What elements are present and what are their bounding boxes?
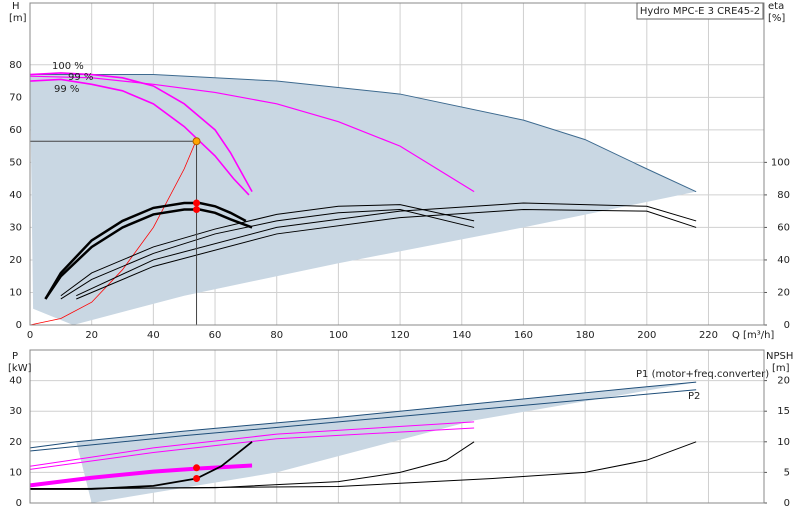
y-tick-label: 10: [9, 467, 22, 478]
y2-tick-label: 0: [784, 320, 790, 331]
chart-title: Hydro MPC-E 3 CRE45-2: [640, 6, 760, 17]
y2-tick-label: 20: [777, 376, 790, 387]
x-tick-label: 120: [391, 330, 410, 341]
x-tick-label: 140: [452, 330, 471, 341]
curve: [60, 209, 475, 300]
y2-tick-label: 5: [784, 467, 790, 478]
y2-tick-label: 100: [771, 157, 790, 168]
curve: [29, 75, 475, 193]
y-tick-label: 40: [9, 376, 22, 387]
curve: [44, 201, 247, 300]
curve: [29, 441, 697, 490]
y-tick-label: 20: [9, 255, 22, 266]
plot-frame: [29, 349, 765, 504]
y2-tick-label: 40: [777, 255, 790, 266]
curve: [29, 463, 253, 486]
curve: [76, 209, 697, 300]
curve: [29, 139, 197, 326]
x-tick-label: 220: [699, 330, 718, 341]
y-tick-label: 70: [9, 92, 22, 103]
y-axis-unit: [m]: [9, 13, 27, 24]
y2-axis-label: eta: [768, 1, 784, 12]
plot-frame: [29, 2, 765, 326]
y-tick-label: 10: [9, 287, 22, 298]
x-tick-label: 60: [209, 330, 222, 341]
x-tick-label: 0: [27, 330, 33, 341]
operating-point: [193, 464, 201, 472]
curve: [29, 381, 697, 449]
y-tick-label: 60: [9, 125, 22, 136]
curve: [29, 78, 250, 196]
curve-label: P2: [688, 391, 700, 402]
y-tick-label: 40: [9, 190, 22, 201]
duty-point: [192, 137, 201, 146]
y2-tick-label: 10: [777, 437, 790, 448]
y-axis-unit: [kW]: [8, 363, 32, 374]
operating-point: [193, 199, 201, 207]
y-tick-label: 20: [9, 437, 22, 448]
y2-tick-label: 80: [777, 190, 790, 201]
curve-label: P1 (motor+freq.converter): [636, 369, 769, 380]
y-tick-label: 30: [9, 406, 22, 417]
y2-axis-label: NPSH: [766, 351, 793, 362]
y2-axis-unit: [m]: [772, 363, 790, 374]
curve-label: 99 %: [54, 84, 79, 95]
curve: [29, 389, 697, 452]
y2-tick-label: 15: [777, 406, 790, 417]
x-tick-label: 80: [270, 330, 283, 341]
title-box: [636, 2, 764, 20]
x-tick-label: 40: [147, 330, 160, 341]
x-tick-label: 180: [576, 330, 595, 341]
y-tick-label: 80: [9, 60, 22, 71]
operating-range: [76, 382, 697, 503]
y2-tick-label: 60: [777, 222, 790, 233]
y-tick-label: 30: [9, 222, 22, 233]
y-tick-label: 0: [16, 320, 22, 331]
operating-point: [193, 475, 201, 483]
curve-label: 100 %: [52, 61, 84, 72]
curve: [30, 74, 697, 193]
curve: [29, 421, 475, 467]
y-axis-label: H: [12, 1, 20, 12]
x-tick-label: 100: [329, 330, 348, 341]
operating-point: [193, 206, 201, 214]
y-tick-label: 0: [16, 498, 22, 509]
curve-label: 99 %: [68, 72, 93, 83]
curve: [29, 465, 253, 488]
y-axis-label: P: [12, 351, 18, 362]
x-tick-label: 200: [637, 330, 656, 341]
y2-tick-label: 0: [784, 498, 790, 509]
x-tick-label: 20: [85, 330, 98, 341]
x-tick-label: 160: [514, 330, 533, 341]
curve: [29, 427, 475, 470]
curve: [76, 202, 697, 297]
curve: [44, 208, 253, 300]
y2-axis-unit: [%]: [768, 13, 785, 24]
y2-tick-label: 20: [777, 287, 790, 298]
curve: [29, 72, 253, 193]
x-axis-label: Q [m³/h]: [732, 330, 774, 341]
curve: [60, 204, 475, 297]
y-tick-label: 50: [9, 157, 22, 168]
